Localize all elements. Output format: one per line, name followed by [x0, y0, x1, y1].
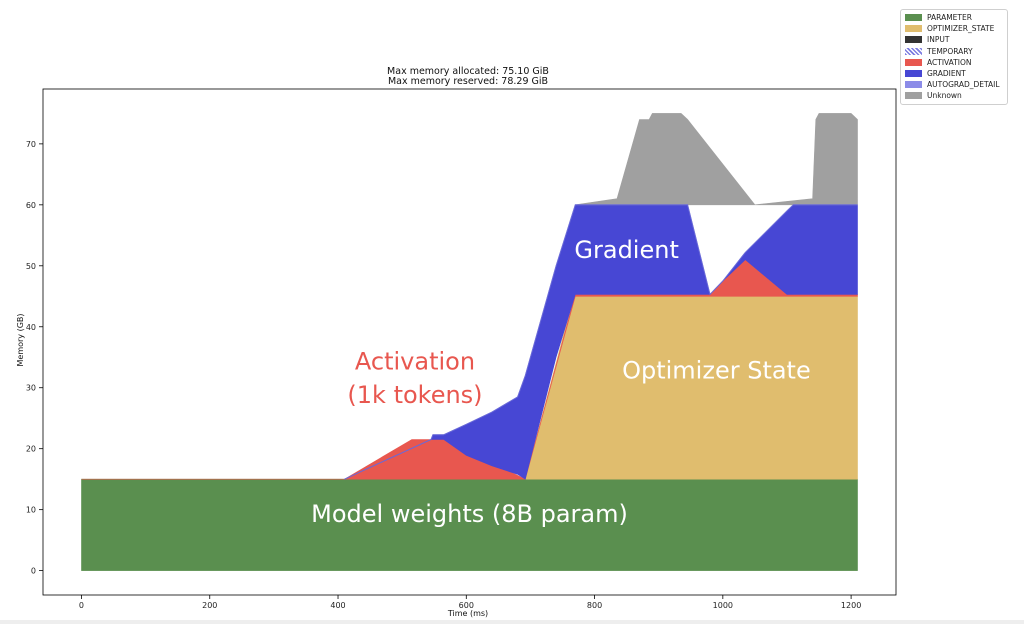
area-unknown	[575, 113, 858, 206]
legend-label: TEMPORARY	[927, 46, 973, 56]
x-tick-label: 200	[202, 601, 217, 610]
x-tick-label: 0	[79, 601, 84, 610]
legend-entry: GRADIENT	[905, 68, 1003, 79]
legend-swatch	[905, 47, 922, 55]
legend-swatch	[905, 14, 922, 22]
y-tick-label: 60	[26, 201, 36, 210]
legend-entry: ACTIVATION	[905, 57, 1003, 68]
annotation-label: Gradient	[574, 236, 678, 264]
legend-swatch	[905, 36, 922, 44]
plot-frame	[42, 88, 897, 596]
y-tick-label: 0	[31, 567, 36, 576]
legend-entry: TEMPORARY	[905, 46, 1003, 57]
area-layer	[81, 113, 858, 571]
y-tick-label: 10	[26, 506, 36, 515]
y-tick-label: 40	[26, 323, 36, 332]
chart-title-line-2: Max memory reserved: 78.29 GiB	[388, 76, 548, 87]
area-optimizer-state	[524, 296, 858, 480]
y-axis-label: Memory (GB)	[16, 313, 25, 366]
x-tick-label: 600	[459, 601, 474, 610]
chart-legend: PARAMETER OPTIMIZER_STATE INPUT TEMPORARY AC…	[900, 9, 1008, 105]
y-tick-label: 30	[26, 384, 36, 393]
legend-swatch	[905, 81, 922, 89]
x-axis: 0 200 400 600 800 1000 1200	[79, 595, 861, 610]
x-tick-label: 1000	[713, 601, 733, 610]
annotation-label: Model weights (8B param)	[311, 500, 628, 528]
legend-label: GRADIENT	[927, 69, 966, 79]
y-tick-label: 20	[26, 445, 36, 454]
chart-title-line-1: Max memory allocated: 75.10 GiB	[387, 66, 549, 77]
legend-swatch	[905, 58, 922, 66]
legend-entry: OPTIMIZER_STATE	[905, 23, 1003, 34]
legend-entry: Unknown	[905, 90, 1003, 101]
legend-label: INPUT	[927, 35, 950, 45]
legend-entry: PARAMETER	[905, 12, 1003, 23]
annotation-label: Activation	[355, 347, 475, 375]
legend-swatch	[905, 25, 922, 33]
annotation-layer: Model weights (8B param) Optimizer State G…	[311, 236, 811, 528]
x-axis-label: Time (ms)	[447, 609, 488, 618]
y-tick-label: 70	[26, 140, 36, 149]
legend-swatch	[905, 92, 922, 100]
legend-entry: AUTOGRAD_DETAIL	[905, 79, 1003, 90]
annotation-label: Optimizer State	[622, 357, 811, 385]
y-axis: 0 10 20 30 40 50 60 70	[26, 140, 43, 576]
legend-swatch	[905, 70, 922, 78]
legend-label: Unknown	[927, 91, 962, 101]
legend-entry: INPUT	[905, 34, 1003, 45]
bottom-scrollbar	[0, 620, 1024, 624]
legend-label: PARAMETER	[927, 13, 972, 23]
legend-label: AUTOGRAD_DETAIL	[927, 80, 1000, 90]
y-tick-label: 50	[26, 262, 36, 271]
x-tick-label: 400	[330, 601, 345, 610]
x-tick-label: 800	[587, 601, 602, 610]
legend-label: ACTIVATION	[927, 57, 972, 67]
legend-label: OPTIMIZER_STATE	[927, 24, 995, 34]
gradient-edge-line	[344, 204, 858, 480]
annotation-label: (1k tokens)	[347, 381, 482, 409]
x-tick-label: 1200	[841, 601, 861, 610]
